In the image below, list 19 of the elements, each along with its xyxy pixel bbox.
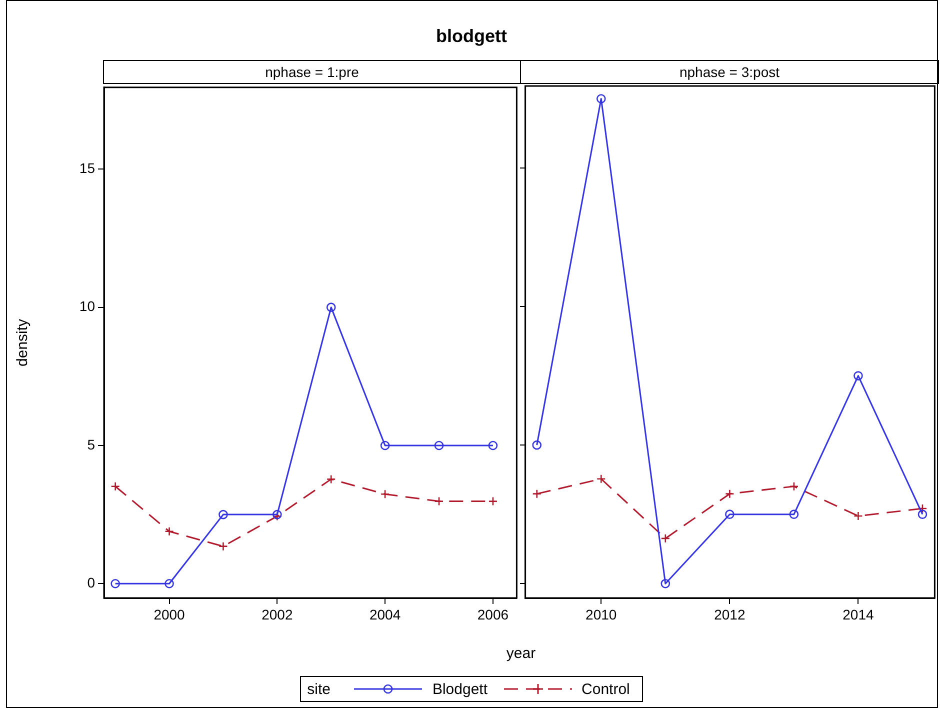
legend-label: Blodgett bbox=[432, 680, 488, 698]
x-tick-label: 2010 bbox=[586, 606, 617, 622]
x-tick-label: 2002 bbox=[262, 606, 293, 622]
chart-subtitle: nphase = 3:post bbox=[520, 60, 939, 84]
legend-label: Control bbox=[582, 680, 630, 698]
y-tick-label: 5 bbox=[87, 436, 96, 452]
chart-title: blodgett bbox=[435, 26, 508, 47]
legend-title: site bbox=[307, 680, 330, 698]
y-tick-label: 0 bbox=[87, 574, 96, 590]
x-tick-label: 2000 bbox=[154, 606, 186, 622]
y-axis-title: density bbox=[14, 318, 32, 366]
x-tick-label: 2004 bbox=[369, 606, 401, 622]
x-tick-label: 2006 bbox=[477, 606, 509, 622]
y-tick-label: 15 bbox=[79, 160, 96, 176]
chart-subtitle: nphase = 1:pre bbox=[103, 60, 521, 84]
y-tick-label: 10 bbox=[79, 298, 96, 314]
x-tick-label: 2012 bbox=[714, 606, 746, 622]
x-axis-title: year bbox=[505, 645, 537, 662]
x-tick-label: 2014 bbox=[842, 606, 874, 622]
